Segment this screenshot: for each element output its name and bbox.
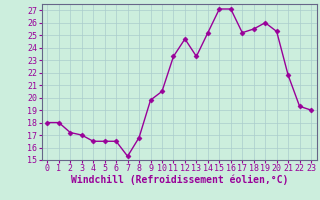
X-axis label: Windchill (Refroidissement éolien,°C): Windchill (Refroidissement éolien,°C) [70,175,288,185]
